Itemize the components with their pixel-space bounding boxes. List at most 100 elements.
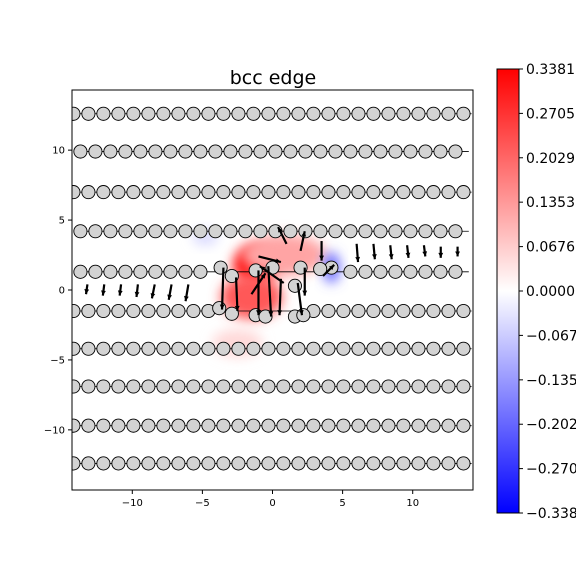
atom (336, 379, 351, 394)
atom (433, 144, 448, 159)
atom (276, 456, 291, 471)
atom (81, 341, 96, 356)
atom (193, 264, 208, 279)
atom (321, 418, 336, 433)
atom (291, 185, 306, 200)
atom (441, 106, 456, 121)
atom (336, 106, 351, 121)
atom (403, 264, 418, 279)
atom (396, 456, 411, 471)
atom (441, 341, 456, 356)
atom (141, 185, 156, 200)
atom (96, 456, 111, 471)
atom (358, 224, 373, 239)
atom (328, 144, 343, 159)
atom (216, 185, 231, 200)
atom (186, 303, 201, 319)
atom (321, 303, 336, 319)
atom (223, 224, 238, 239)
atom (126, 379, 141, 394)
atom (291, 418, 306, 433)
atom (351, 418, 366, 433)
atom (433, 264, 448, 279)
atom (351, 303, 366, 319)
atom (156, 418, 171, 433)
atom (81, 456, 96, 471)
atom (148, 224, 163, 239)
displacement-arrow (277, 278, 283, 316)
atom (381, 379, 396, 394)
atom (96, 185, 111, 200)
atom (276, 185, 291, 200)
atom (456, 456, 471, 471)
atom (306, 341, 321, 356)
atom (72, 303, 81, 319)
atom (283, 224, 298, 239)
atom (118, 264, 133, 279)
atom (291, 106, 306, 121)
atom (88, 264, 103, 279)
atom (111, 456, 126, 471)
atom (156, 456, 171, 471)
atom (381, 341, 396, 356)
atom (336, 341, 351, 356)
atom (156, 106, 171, 121)
atom (298, 144, 313, 159)
atom (208, 144, 223, 159)
atom (276, 418, 291, 433)
atoms-layer (72, 106, 472, 471)
atom (306, 418, 321, 433)
atom (193, 144, 208, 159)
atom (118, 144, 133, 159)
atom (358, 144, 373, 159)
atom (381, 418, 396, 433)
colorbar-tick-label: −0.0676 (526, 328, 576, 344)
displacement-arrow (322, 264, 335, 277)
atom (178, 224, 193, 239)
atom (156, 379, 171, 394)
atom (276, 106, 291, 121)
atom (73, 224, 88, 239)
atom (81, 303, 96, 319)
atom (426, 456, 441, 471)
atom (72, 418, 81, 433)
atom (246, 341, 261, 356)
displacement-arrow (250, 272, 267, 295)
atom (216, 456, 231, 471)
atom (246, 456, 261, 471)
atom (216, 341, 231, 356)
displacement-arrow (277, 226, 288, 245)
atom (72, 185, 81, 200)
atom (238, 144, 253, 159)
atom (171, 106, 186, 121)
atom (456, 303, 471, 319)
chart-title: bcc edge (230, 67, 317, 89)
atom (88, 224, 103, 239)
colorbar-tick-label: 0.0676 (526, 240, 575, 256)
atom (448, 144, 463, 159)
atom (328, 224, 343, 239)
atom (321, 379, 336, 394)
atom (72, 106, 81, 121)
atom (336, 418, 351, 433)
atom (141, 303, 156, 319)
atom (306, 379, 321, 394)
y-tick-label: 5 (59, 216, 65, 227)
atom (103, 264, 118, 279)
atom (396, 185, 411, 200)
atom (411, 341, 426, 356)
displacement-arrow (259, 265, 285, 284)
atom (388, 144, 403, 159)
x-tick-label: 10 (406, 498, 419, 509)
core-atom (213, 260, 228, 275)
atom (126, 106, 141, 121)
atom (321, 106, 336, 121)
atom (126, 341, 141, 356)
atom (441, 379, 456, 394)
atom (351, 379, 366, 394)
atom (388, 224, 403, 239)
atom (343, 224, 358, 239)
atom (72, 379, 81, 394)
atom (403, 144, 418, 159)
atom (456, 379, 471, 394)
